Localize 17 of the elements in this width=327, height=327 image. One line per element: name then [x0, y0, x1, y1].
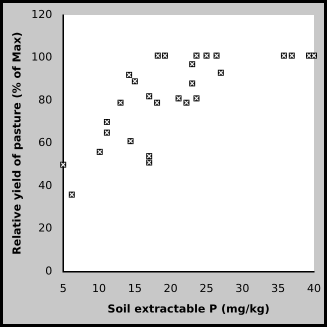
x-tick-label: 15: [128, 282, 142, 296]
y-tick-label: 60: [38, 136, 52, 150]
y-tick-label: 100: [31, 50, 52, 64]
x-tick-label: 10: [92, 282, 106, 296]
x-tick-label: 5: [60, 282, 67, 296]
x-tick-label: 30: [235, 282, 250, 296]
y-tick-label: 120: [31, 8, 52, 21]
y-tick-label: 20: [38, 222, 52, 235]
y-axis-title: Relative yield of pasture (% of Max): [10, 32, 24, 255]
y-tick-label: 0: [45, 264, 52, 278]
x-tick-label: 35: [271, 282, 286, 296]
x-tick-label: 25: [200, 282, 214, 296]
y-tick-label: 40: [38, 178, 52, 192]
x-axis-title: Soil extractable P (mg/kg): [108, 302, 270, 316]
x-tick-label: 40: [307, 282, 321, 296]
y-tick-label: 80: [38, 93, 52, 106]
x-tick-label: 20: [164, 282, 178, 296]
